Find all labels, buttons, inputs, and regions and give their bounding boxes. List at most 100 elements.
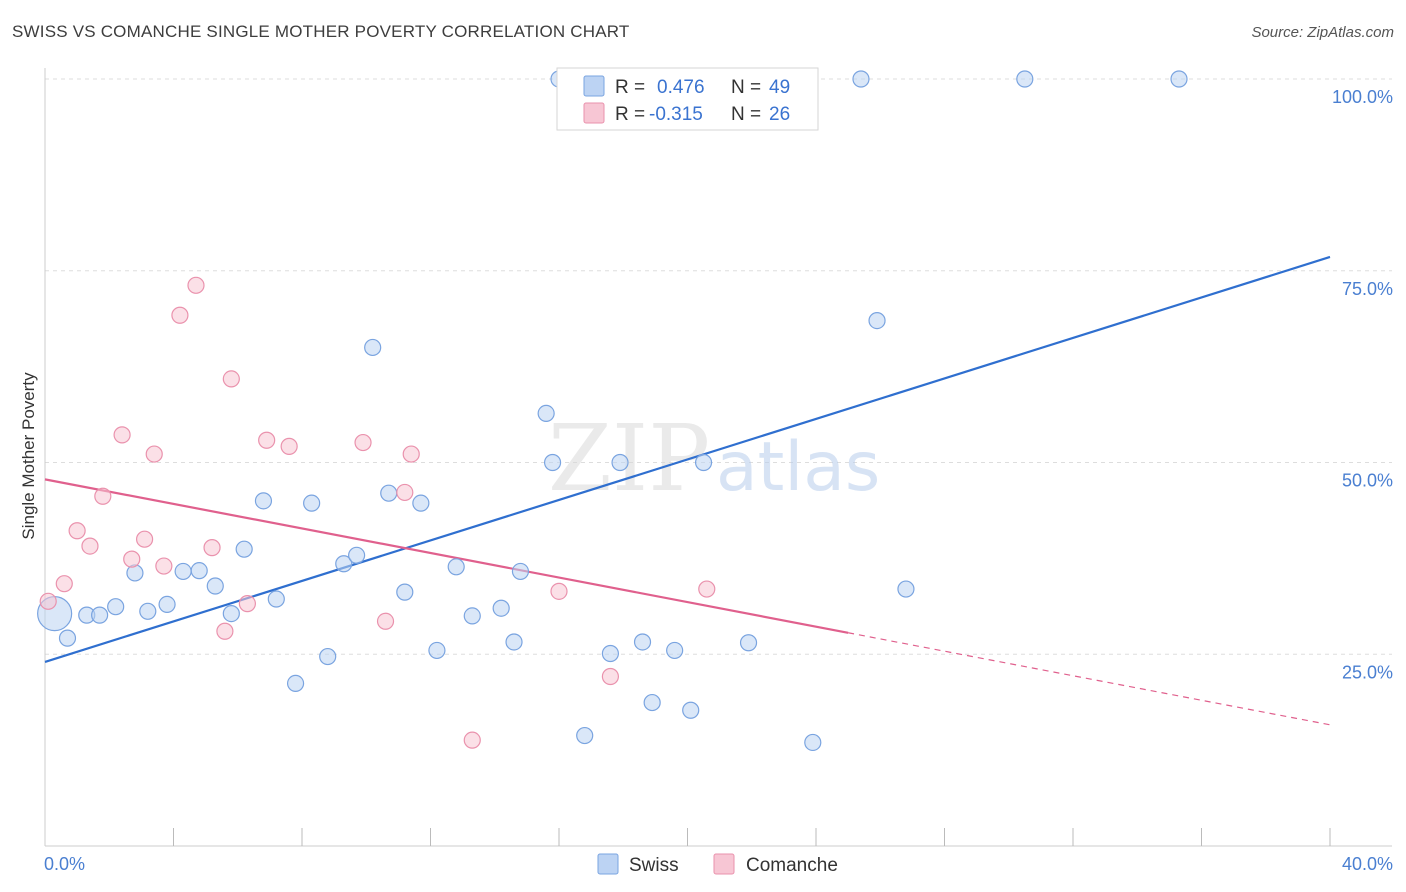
comanche-trend-line-extension — [848, 632, 1331, 726]
swiss-point — [190, 562, 208, 580]
y-tick-label: 75.0% — [1342, 279, 1393, 299]
comanche-point — [145, 445, 163, 463]
swiss-point — [58, 629, 77, 647]
swiss-point — [107, 598, 125, 616]
swiss-point — [139, 602, 157, 620]
comanche-point — [94, 487, 112, 505]
comanche-point — [123, 550, 141, 568]
swiss-point — [235, 540, 253, 558]
legend-swiss-r-value: 0.476 — [657, 77, 705, 98]
comanche-point — [155, 557, 173, 575]
y-tick-label: 50.0% — [1342, 471, 1393, 491]
comanche-point — [376, 612, 395, 630]
comanche-point — [216, 622, 234, 640]
legend-swatch-swiss — [583, 75, 605, 97]
swiss-point — [804, 733, 822, 752]
x-tick-label: 40.0% — [1342, 854, 1393, 874]
swiss-point — [897, 580, 915, 598]
legend-comanche-r-label: R = — [615, 104, 645, 125]
swiss-point — [505, 633, 523, 651]
correlation-legend: R = 0.476 N = 49 R = -0.315 N = 26 — [556, 67, 819, 131]
swiss-point — [576, 726, 594, 745]
series-legend: Swiss Comanche — [597, 853, 838, 876]
series-legend-swatch-comanche — [713, 853, 735, 875]
swiss-point — [543, 453, 562, 472]
swiss-point — [1016, 70, 1034, 88]
swiss-point — [91, 606, 109, 624]
y-tick-label: 100.0% — [1332, 87, 1393, 107]
swiss-point — [694, 453, 713, 472]
x-tick-label: 0.0% — [44, 854, 85, 874]
swiss-point — [666, 641, 684, 660]
axis-layer: 25.0% 50.0% 75.0% 100.0% 0.0% 40.0% — [44, 68, 1393, 874]
data-points — [37, 70, 1188, 752]
swiss-point — [396, 583, 414, 601]
swiss-point — [380, 484, 398, 502]
swiss-point — [303, 494, 321, 512]
series-legend-label-swiss: Swiss — [629, 855, 679, 876]
swiss-point — [412, 494, 430, 512]
comanche-point — [203, 539, 221, 557]
swiss-point — [364, 338, 382, 357]
legend-comanche-n-value: 26 — [769, 104, 790, 125]
swiss-point — [428, 641, 446, 660]
swiss-point — [348, 546, 366, 564]
swiss-point — [174, 562, 192, 581]
trend-lines — [44, 255, 1331, 726]
comanche-point — [68, 522, 86, 540]
swiss-point — [601, 644, 620, 663]
swiss-point — [492, 599, 510, 617]
watermark: ZIP atlas — [548, 405, 880, 512]
swiss-point — [222, 604, 240, 623]
comanche-point — [698, 580, 716, 598]
series-legend-swatch-swiss — [597, 853, 619, 875]
comanche-point — [135, 530, 154, 548]
swiss-trend-line — [44, 255, 1331, 663]
legend-comanche-r-value: -0.315 — [649, 104, 703, 125]
y-tick-label: 25.0% — [1342, 662, 1393, 682]
comanche-point — [187, 276, 205, 294]
grid-layer — [45, 78, 1392, 655]
swiss-point — [611, 453, 629, 472]
swiss-point — [852, 70, 870, 88]
legend-swiss-r-label: R = — [615, 77, 645, 98]
swiss-point — [682, 701, 700, 719]
comanche-point — [258, 431, 276, 449]
y-axis-label: Single Mother Poverty — [19, 372, 38, 540]
swiss-point — [643, 693, 661, 712]
swiss-point — [267, 590, 285, 608]
comanche-point — [280, 437, 298, 455]
legend-swatch-comanche — [583, 102, 605, 124]
series-legend-label-comanche: Comanche — [746, 855, 838, 876]
swiss-point — [1170, 70, 1188, 88]
swiss-point — [868, 312, 886, 330]
legend-swiss-n-value: 49 — [769, 77, 790, 98]
swiss-point — [739, 634, 758, 652]
comanche-point — [39, 592, 57, 610]
swiss-point — [158, 595, 176, 613]
comanche-point — [222, 370, 240, 388]
comanche-point — [396, 483, 414, 502]
comanche-point — [81, 537, 99, 555]
swiss-point — [286, 674, 305, 692]
comanche-point — [550, 582, 568, 600]
legend-swiss-n-label: N = — [731, 77, 761, 98]
comanche-point — [601, 667, 620, 686]
comanche-point — [402, 445, 420, 463]
comanche-point — [171, 306, 189, 324]
comanche-point — [354, 433, 372, 452]
comanche-point — [55, 575, 73, 593]
legend-comanche-n-label: N = — [731, 104, 761, 125]
swiss-point — [633, 633, 652, 651]
comanche-point — [463, 731, 481, 749]
swiss-point — [537, 404, 555, 423]
swiss-point — [206, 577, 224, 595]
comanche-trend-line — [44, 478, 849, 634]
swiss-point — [463, 607, 481, 625]
swiss-point — [447, 558, 465, 576]
watermark-atlas: atlas — [716, 428, 880, 507]
swiss-point — [511, 562, 530, 581]
swiss-point — [319, 647, 337, 666]
comanche-point — [113, 426, 131, 444]
